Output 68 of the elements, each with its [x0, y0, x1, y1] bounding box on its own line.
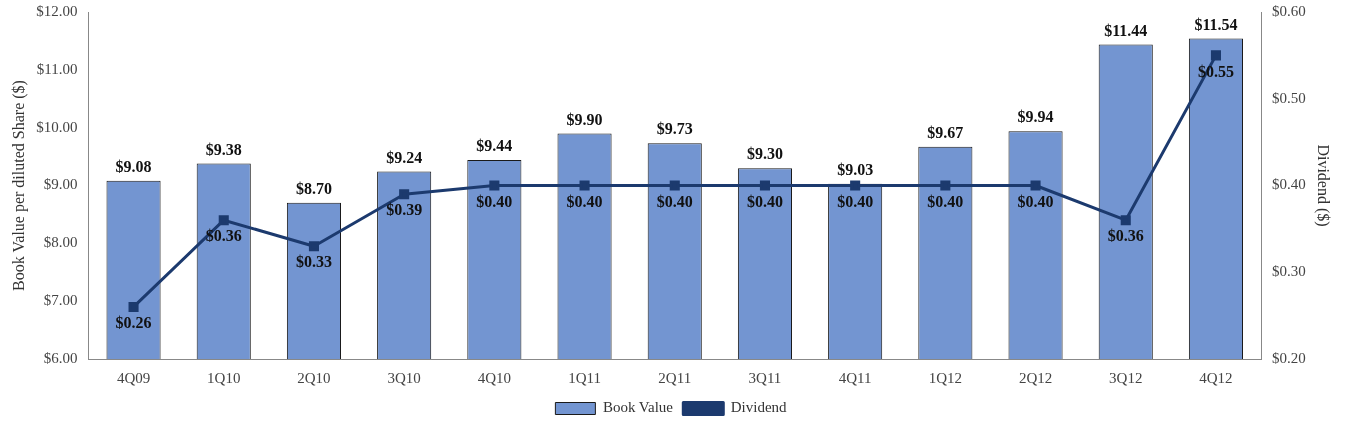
y-tick-label: $10.00 [36, 118, 78, 135]
x-tick-label: 2Q11 [658, 369, 692, 386]
data-label: $8.70 [295, 179, 332, 197]
y-tick-label: $7.00 [43, 292, 78, 309]
x-tick-label: 2Q10 [297, 369, 331, 386]
point [218, 215, 229, 226]
data-label: $0.40 [566, 192, 603, 210]
x-tick-label: 3Q11 [748, 369, 782, 386]
data-label: $0.40 [837, 192, 874, 210]
x-tick-label: 1Q10 [207, 369, 241, 386]
data-label: $0.33 [295, 253, 332, 271]
x-tick-label: 4Q09 [116, 369, 151, 386]
data-label: $9.03 [837, 160, 874, 178]
x-tick-label: 2Q12 [1018, 369, 1053, 386]
data-label: $9.94 [1017, 108, 1054, 126]
x-tick-label: 4Q10 [477, 369, 512, 386]
data-label: $9.38 [205, 140, 242, 158]
data-label: $9.67 [927, 123, 964, 141]
point [308, 241, 319, 252]
data-label: $0.39 [386, 201, 423, 219]
data-label: $9.44 [476, 137, 513, 155]
point [940, 180, 951, 191]
x-tick-label: 1Q12 [928, 369, 963, 386]
y2-axis-title: Dividend ($) [1314, 144, 1333, 227]
y2-tick-label: $0.40 [1272, 176, 1306, 193]
y-axis-title: Book Value per diluted Share ($) [9, 80, 28, 291]
y2-tick-label: $0.20 [1272, 349, 1306, 366]
y-tick-label: $11.00 [36, 60, 78, 77]
point [669, 180, 680, 191]
point [399, 189, 410, 200]
x-tick-label: 1Q11 [568, 369, 601, 386]
x-tick-label: 4Q11 [838, 369, 872, 386]
point [850, 180, 861, 191]
point [579, 180, 590, 191]
point [489, 180, 500, 191]
data-label: $0.26 [115, 314, 152, 332]
data-label: $11.54 [1194, 15, 1238, 33]
y-tick-label: $8.00 [43, 234, 78, 251]
point [128, 301, 139, 312]
x-tick-label: 4Q12 [1199, 369, 1233, 386]
data-label: $0.40 [1017, 192, 1054, 210]
y-tick-label: $6.00 [43, 349, 78, 366]
data-label: $9.08 [115, 158, 152, 176]
data-label: $9.24 [386, 148, 423, 166]
point [759, 180, 770, 191]
y-tick-label: $9.00 [43, 176, 78, 193]
y2-tick-label: $0.50 [1272, 89, 1306, 106]
data-label: $0.40 [476, 192, 513, 210]
data-label: $0.36 [205, 227, 242, 245]
point [1030, 180, 1041, 191]
x-tick-label: 3Q12 [1109, 369, 1143, 386]
data-label: $9.30 [746, 145, 783, 163]
data-label: $0.36 [1107, 227, 1144, 245]
data-label: $0.40 [656, 192, 693, 210]
data-label: $0.40 [927, 192, 964, 210]
point [1210, 50, 1221, 61]
data-label: $9.73 [656, 120, 693, 138]
x-tick-label: 3Q10 [387, 369, 421, 386]
y-tick-label: $12.00 [36, 2, 78, 19]
point [1120, 215, 1131, 226]
data-label: $0.55 [1197, 62, 1234, 80]
data-label: $0.40 [746, 192, 783, 210]
y2-tick-label: $0.60 [1272, 2, 1306, 19]
legend-label: Book Value [602, 399, 674, 416]
legend-label: Dividend [730, 399, 788, 416]
data-label: $11.44 [1104, 21, 1148, 39]
y2-tick-label: $0.30 [1272, 263, 1306, 280]
data-label: $9.90 [566, 110, 603, 128]
